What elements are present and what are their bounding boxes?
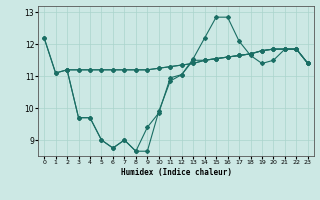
X-axis label: Humidex (Indice chaleur): Humidex (Indice chaleur) [121,168,231,177]
